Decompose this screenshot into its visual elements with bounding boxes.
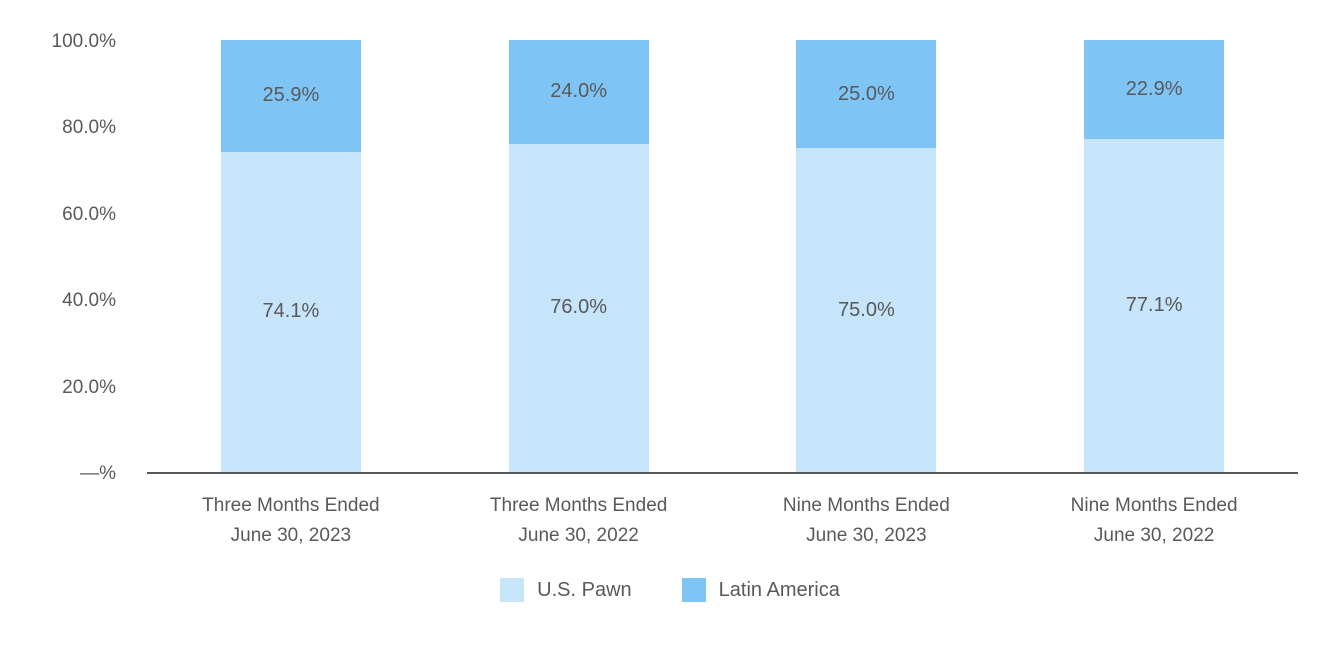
y-tick-label: 20.0% — [62, 376, 116, 398]
bar-value-label: 24.0% — [550, 80, 607, 103]
bar-segment-latin-america: 25.9% — [220, 40, 361, 152]
bar-value-label: 74.1% — [262, 300, 320, 323]
legend: U.S. Pawn Latin America — [0, 578, 1340, 602]
x-axis-category-line: Nine Months Ended — [782, 495, 950, 516]
bar-value-label: 25.0% — [838, 82, 895, 105]
y-tick-label: —% — [80, 463, 116, 484]
bar-segment-u-s-pawn: 76.0% — [508, 143, 649, 472]
legend-item-us-pawn: U.S. Pawn — [500, 578, 632, 602]
bar-segment-u-s-pawn: 77.1% — [1084, 138, 1225, 472]
plot-area: 25.9% 74.1% 24.0% 76.0% 25.0% 75.0% 22.9% 77.1% — [147, 40, 1298, 474]
bar-value-label: 22.9% — [1125, 77, 1183, 100]
stacked-bar: 25.0% 75.0% — [796, 40, 937, 472]
bar-segment-latin-america: 25.0% — [796, 40, 937, 148]
bar-value-label: 25.9% — [262, 84, 320, 107]
bar-value-label: 76.0% — [550, 296, 607, 319]
bar-segment-latin-america: 24.0% — [508, 40, 649, 144]
x-axis-category-line: Three Months Ended — [202, 495, 380, 516]
y-axis: 100.0% 80.0% 60.0% 40.0% 20.0% —% — [0, 0, 116, 650]
stacked-bar: 22.9% 77.1% — [1084, 40, 1225, 472]
stacked-bar: 25.9% 74.1% — [220, 40, 361, 472]
legend-label-us-pawn: U.S. Pawn — [537, 578, 632, 601]
legend-label-latin-america: Latin America — [718, 578, 840, 601]
x-axis-category-line: Three Months Ended — [489, 495, 668, 516]
stacked-bar: 24.0% 76.0% — [508, 40, 649, 472]
x-axis-category-label: Nine Months Ended June 30, 2023 — [723, 491, 1011, 551]
x-axis-category-label: Three Months Ended June 30, 2023 — [147, 491, 435, 551]
y-tick-label: 60.0% — [62, 203, 116, 225]
x-axis-category-line: June 30, 2022 — [1093, 525, 1215, 546]
legend-swatch-latin-america — [681, 578, 706, 602]
bar-segment-u-s-pawn: 74.1% — [220, 151, 361, 472]
bar-value-label: 75.0% — [838, 298, 895, 321]
x-axis-category-label: Three Months Ended June 30, 2022 — [435, 491, 723, 551]
legend-item-latin-america: Latin America — [681, 578, 840, 602]
x-axis-labels: Three Months Ended June 30, 2023 Three Mon… — [147, 491, 1298, 555]
y-tick-label: 80.0% — [62, 117, 116, 139]
x-axis-category-line: Nine Months Ended — [1070, 495, 1238, 516]
y-tick-label: 40.0% — [62, 290, 116, 312]
bar-value-label: 77.1% — [1125, 293, 1183, 316]
bar-segment-latin-america: 22.9% — [1084, 40, 1225, 139]
x-axis-category-label: Nine Months Ended June 30, 2022 — [1010, 491, 1298, 551]
legend-swatch-us-pawn — [500, 578, 525, 602]
bar-segment-u-s-pawn: 75.0% — [796, 148, 937, 472]
x-axis-category-line: June 30, 2023 — [806, 525, 927, 546]
x-axis-category-line: June 30, 2023 — [230, 525, 352, 546]
y-tick-label: 100.0% — [51, 31, 116, 52]
x-axis-category-line: June 30, 2022 — [518, 525, 639, 546]
